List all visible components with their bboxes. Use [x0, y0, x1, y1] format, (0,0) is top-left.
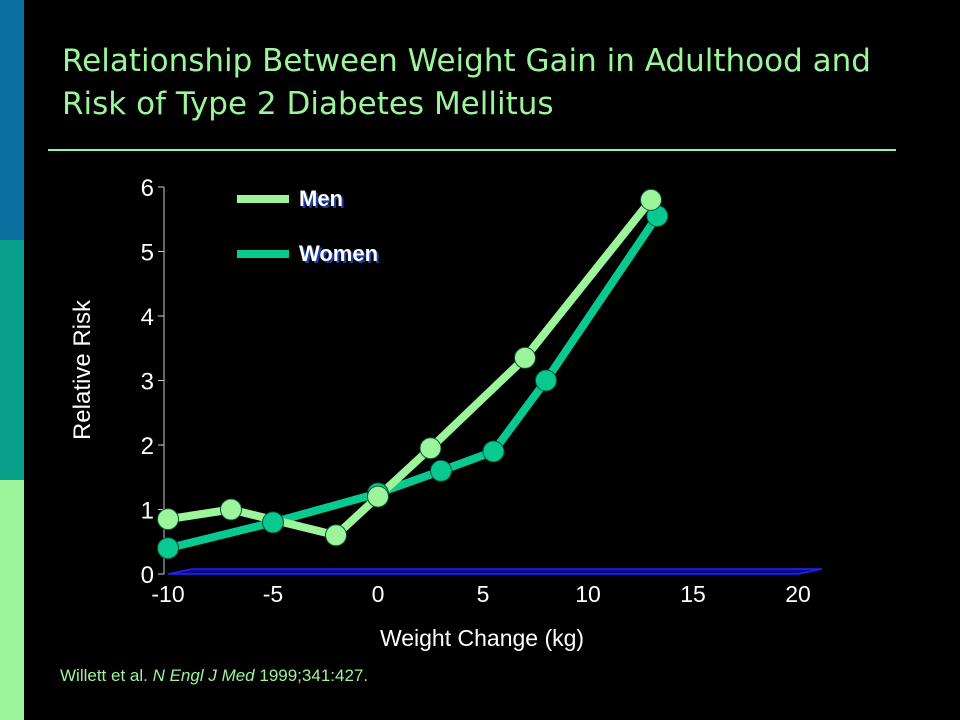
- citation-journal: N Engl J Med: [152, 666, 255, 685]
- data-point-women: [262, 511, 284, 534]
- x-tick-label: 20: [785, 581, 811, 607]
- legend-swatch-women: [237, 250, 289, 258]
- y-tick-label: 2: [141, 433, 154, 460]
- data-point-men: [514, 346, 536, 369]
- legend-label-shadow-men: Men: [301, 188, 345, 213]
- side-accent-bar-top: [0, 0, 24, 240]
- data-point-men: [157, 508, 179, 531]
- citation-authors: Willett et al.: [60, 666, 153, 685]
- y-axis-label: Relative Risk: [69, 299, 96, 440]
- legend-label-women: Women: [299, 241, 378, 266]
- data-point-women: [482, 440, 505, 463]
- data-point-men: [640, 188, 662, 211]
- y-tick-label: 4: [141, 304, 154, 331]
- x-tick-label: 0: [372, 581, 385, 607]
- x-tick-label: -5: [263, 581, 283, 607]
- data-point-women: [430, 459, 452, 482]
- chart-ticks: 0 1 2 3 4 5 6 -10 -5 0 5 10 15 20: [141, 175, 811, 607]
- legend-label-men: Men: [299, 186, 343, 211]
- citation: Willett et al. N Engl J Med 1999;341:427…: [60, 666, 368, 686]
- chart-floor: [167, 568, 823, 575]
- y-tick-label: 5: [141, 240, 154, 267]
- series-line-women: [167, 213, 661, 553]
- y-tick-label: 6: [141, 175, 154, 202]
- x-tick-label: -10: [151, 581, 184, 607]
- data-point-men: [419, 437, 442, 460]
- chart-series: [157, 188, 669, 560]
- slide-title-line-1: Relationship Between Weight Gain in Adul…: [62, 43, 871, 79]
- x-tick-label: 5: [477, 581, 490, 607]
- x-tick-label: 10: [575, 581, 601, 607]
- data-point-men: [367, 485, 389, 508]
- x-axis-label: Weight Change (kg): [380, 625, 584, 651]
- side-accent-bar-bottom: [0, 480, 24, 720]
- slide-title-line-2: Risk of Type 2 Diabetes Mellitus: [62, 86, 554, 122]
- y-tick-label: 0: [141, 562, 154, 589]
- legend-swatch-men: [237, 195, 289, 203]
- y-tick-label: 1: [141, 498, 154, 525]
- side-accent-bar-middle: [0, 240, 24, 480]
- data-point-women: [535, 369, 557, 392]
- data-point-women: [157, 537, 179, 560]
- slide-title: Relationship Between Weight Gain in Adul…: [62, 40, 942, 126]
- y-tick-label: 3: [141, 369, 154, 396]
- legend-label-shadow-women: Women: [301, 243, 380, 268]
- data-point-men: [325, 524, 347, 547]
- data-point-men: [220, 498, 242, 521]
- x-tick-label: 15: [680, 581, 706, 607]
- title-divider: [48, 149, 896, 151]
- citation-reference: 1999;341:427.: [254, 666, 369, 685]
